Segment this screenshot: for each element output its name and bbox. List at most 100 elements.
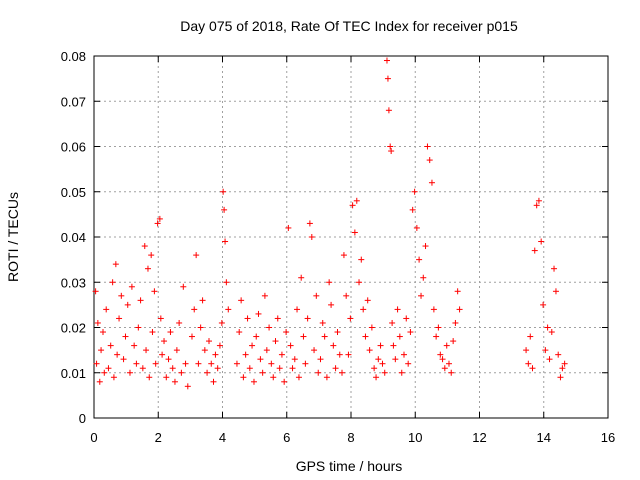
data-point [437, 351, 444, 358]
data-point [529, 365, 536, 372]
data-point [339, 369, 346, 376]
data-point [101, 369, 108, 376]
data-point [289, 365, 296, 372]
data-point [154, 220, 161, 227]
data-point [137, 297, 144, 304]
data-point [375, 356, 382, 363]
data-point [238, 297, 245, 304]
data-point [450, 338, 457, 345]
scatter-points [92, 57, 568, 390]
data-point [218, 319, 225, 326]
data-point [167, 329, 174, 336]
grid [94, 56, 608, 418]
data-point [259, 369, 266, 376]
data-point [388, 148, 395, 155]
data-point [270, 374, 277, 381]
data-point [538, 238, 545, 245]
data-point [356, 279, 363, 286]
data-point [321, 333, 328, 340]
data-point [407, 329, 414, 336]
data-point [328, 301, 335, 308]
data-point [546, 356, 553, 363]
data-point [385, 107, 392, 114]
data-point [212, 351, 219, 358]
data-point [250, 378, 257, 385]
data-point [381, 369, 388, 376]
data-point [178, 369, 185, 376]
data-point [424, 143, 431, 150]
data-point [389, 319, 396, 326]
data-point [199, 297, 206, 304]
data-point [390, 342, 397, 349]
data-point [118, 292, 125, 299]
data-point [426, 157, 433, 164]
data-point [552, 288, 559, 295]
y-tick-label: 0.07 [61, 94, 86, 109]
data-point [535, 197, 542, 204]
data-point [413, 224, 420, 231]
data-point [403, 315, 410, 322]
data-point [387, 143, 394, 150]
data-point [131, 342, 138, 349]
data-point [298, 274, 305, 281]
data-point [542, 347, 549, 354]
data-point [360, 306, 367, 313]
data-point [94, 319, 101, 326]
data-point [334, 329, 341, 336]
data-point [394, 306, 401, 313]
data-point [107, 342, 114, 349]
data-point [225, 306, 232, 313]
data-point [308, 234, 315, 240]
data-point [197, 324, 204, 331]
data-point [156, 215, 163, 222]
data-point [195, 360, 202, 367]
data-point [302, 360, 309, 367]
data-point [103, 306, 110, 313]
y-tick-label: 0.02 [61, 321, 86, 336]
data-point [163, 374, 170, 381]
data-point [263, 347, 270, 354]
data-point [353, 197, 360, 204]
data-point [557, 374, 564, 381]
data-point [157, 315, 164, 322]
data-point [443, 342, 450, 349]
data-point [340, 252, 347, 259]
data-point [276, 365, 283, 372]
data-point [544, 324, 551, 331]
data-point [92, 288, 99, 295]
data-point [401, 351, 408, 358]
data-point [551, 265, 558, 272]
data-point [201, 347, 208, 354]
data-point [323, 374, 330, 381]
data-point [317, 356, 324, 363]
x-tick-label: 6 [283, 430, 290, 445]
data-point [223, 279, 230, 286]
data-point [300, 333, 307, 340]
data-point [411, 188, 418, 195]
x-axis-label: GPS time / hours [296, 458, 403, 474]
data-point [261, 292, 268, 299]
data-point [351, 229, 358, 236]
data-point [531, 247, 538, 254]
data-point [144, 265, 151, 272]
data-point [373, 374, 380, 381]
data-point [126, 369, 133, 376]
data-point [358, 256, 365, 263]
y-tick-label: 0.06 [61, 140, 86, 155]
x-tick-label: 4 [219, 430, 226, 445]
data-point [435, 324, 442, 331]
data-point [306, 220, 313, 227]
data-point [533, 202, 540, 209]
data-point [165, 356, 172, 363]
data-point [236, 329, 243, 336]
data-point [204, 369, 211, 376]
data-point [445, 360, 452, 367]
y-tick-label: 0.01 [61, 366, 86, 381]
data-point [98, 347, 105, 354]
data-point [180, 283, 187, 290]
data-point [371, 365, 378, 372]
data-point [364, 297, 371, 304]
data-point [222, 238, 229, 245]
data-point [193, 252, 200, 259]
